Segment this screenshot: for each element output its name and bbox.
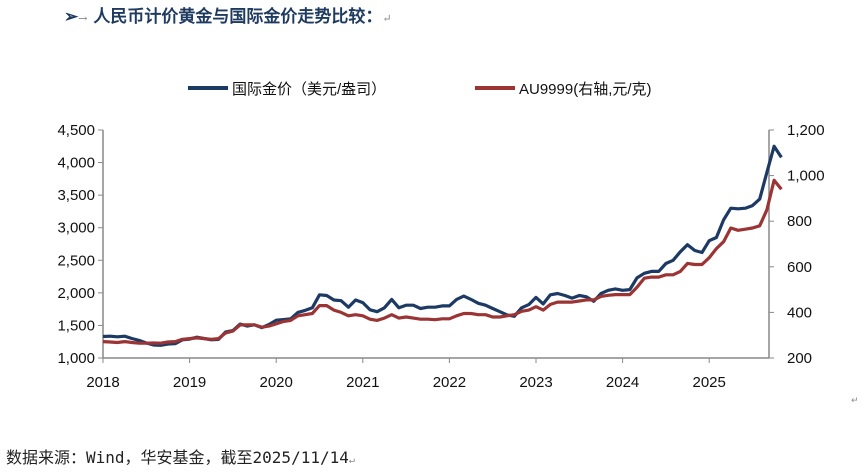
left-tick-label: 3,000 bbox=[57, 220, 95, 237]
right-tick-label: 200 bbox=[787, 350, 812, 367]
left-tick-label: 3,500 bbox=[57, 187, 95, 204]
right-tick-label: 600 bbox=[787, 259, 812, 276]
legend-label-intl-gold: 国际金价（美元/盎司） bbox=[232, 81, 386, 98]
source-note: 数据来源：Wind，华安基金，截至2025/11/14↵ bbox=[6, 444, 355, 468]
left-tick-label: 4,500 bbox=[57, 122, 95, 139]
series-line-1 bbox=[102, 144, 783, 347]
x-tick-label: 2020 bbox=[260, 374, 293, 391]
right-tick-label: 400 bbox=[787, 304, 812, 321]
x-tick-label: 2022 bbox=[433, 374, 466, 391]
left-tick-label: 2,500 bbox=[57, 252, 95, 269]
right-tick-label: 1,200 bbox=[787, 122, 825, 139]
legend-label-au9999: AU9999(右轴,元/克) bbox=[519, 81, 652, 98]
left-tick-label: 1,000 bbox=[57, 350, 95, 367]
right-tick-label: 800 bbox=[787, 213, 812, 230]
pilcrow-mark: ↵ bbox=[382, 12, 392, 25]
left-tick-label: 2,000 bbox=[57, 285, 95, 302]
heading-text: 人民币计价黄金与国际金价走势比较： bbox=[93, 7, 383, 27]
left-tick-label: 1,500 bbox=[57, 317, 95, 334]
source-text: 数据来源：Wind，华安基金，截至2025/11/14 bbox=[6, 448, 349, 467]
x-tick-label: 2019 bbox=[173, 374, 206, 391]
left-tick-label: 4,000 bbox=[57, 155, 95, 172]
pilcrow-mark: ↵ bbox=[348, 455, 355, 466]
x-tick-label: 2024 bbox=[606, 374, 639, 391]
x-tick-label: 2021 bbox=[346, 374, 379, 391]
pilcrow-mark: ↵ bbox=[851, 396, 859, 406]
x-tick-label: 2023 bbox=[519, 374, 552, 391]
x-tick-label: 2025 bbox=[693, 374, 726, 391]
series-line-2 bbox=[102, 178, 783, 345]
bullet-arrow-icon: ➢ bbox=[64, 7, 79, 27]
x-tick-label: 2018 bbox=[86, 374, 119, 391]
right-tick-label: 1,000 bbox=[787, 168, 825, 185]
chart-heading: ➢→ 人民币计价黄金与国际金价走势比较：↵ bbox=[64, 2, 392, 27]
tab-arrow-mark: → bbox=[78, 12, 88, 25]
